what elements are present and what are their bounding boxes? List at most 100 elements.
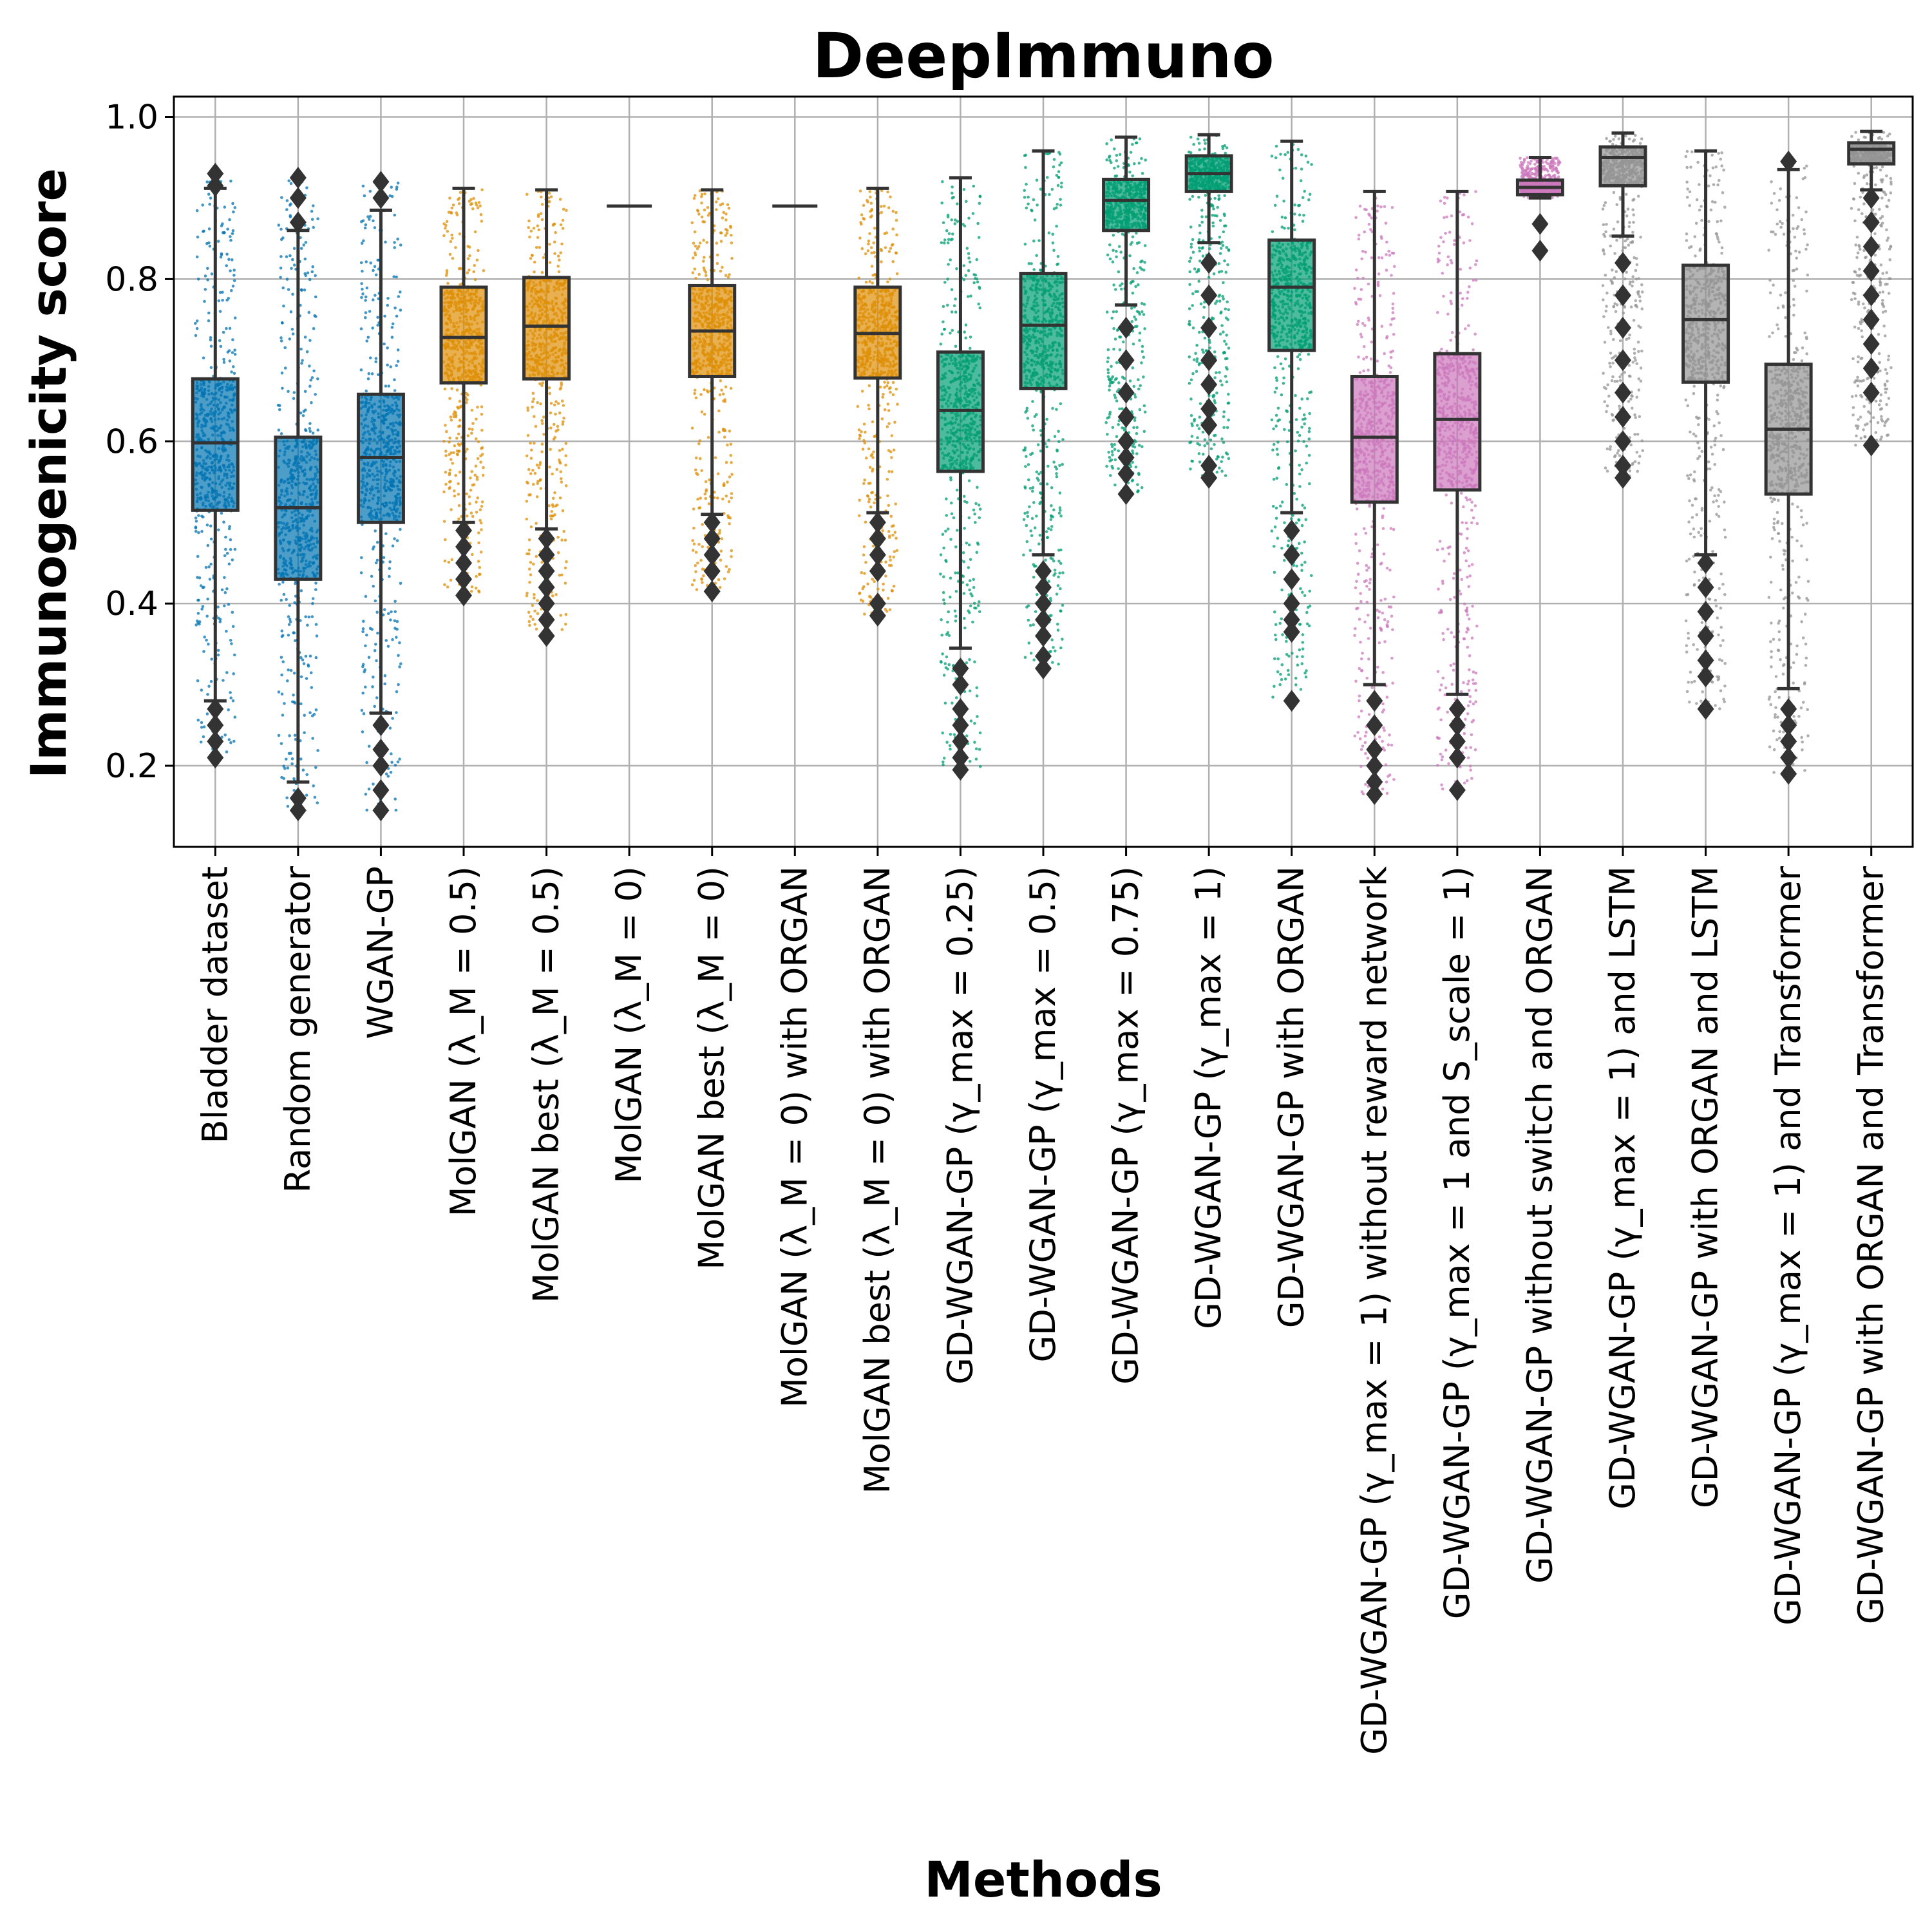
strip-point — [285, 208, 289, 211]
strip-point — [861, 448, 865, 451]
strip-point — [540, 270, 544, 274]
strip-point — [286, 766, 290, 770]
strip-point — [316, 217, 319, 221]
strip-point — [564, 463, 567, 467]
strip-point — [549, 411, 553, 415]
strip-point — [217, 299, 221, 303]
strip-point — [715, 242, 719, 245]
strip-point — [306, 271, 310, 275]
strip-point — [448, 397, 451, 401]
strip-point — [553, 222, 556, 226]
strip-point — [383, 608, 386, 611]
strip-point — [705, 241, 708, 244]
strip-point — [391, 717, 394, 720]
strip-point — [551, 472, 554, 476]
strip-point — [225, 750, 229, 753]
strip-point — [194, 334, 198, 337]
strip-point — [196, 612, 200, 615]
strip-point — [232, 672, 236, 676]
strip-point — [730, 492, 734, 495]
strip-point — [722, 211, 725, 214]
strip-point — [528, 235, 531, 239]
strip-point — [390, 610, 393, 614]
strip-point — [303, 289, 307, 292]
strip-point — [363, 668, 366, 672]
strip-point — [719, 203, 723, 207]
strip-point — [231, 232, 234, 236]
strip-point — [209, 366, 213, 369]
strip-point — [565, 560, 568, 564]
strip-point — [393, 389, 397, 392]
strip-point — [371, 327, 374, 330]
strip-point — [226, 227, 229, 231]
strip-point — [455, 449, 459, 453]
strip-point — [293, 734, 297, 737]
strip-point — [729, 454, 733, 457]
strip-point — [277, 223, 281, 227]
strip-point — [553, 435, 557, 439]
strip-point — [395, 711, 398, 714]
strip-point — [704, 480, 708, 484]
strip-point — [858, 514, 861, 518]
strip-point — [386, 775, 390, 778]
strip-point — [312, 204, 315, 207]
strip-point — [221, 298, 224, 302]
strip-point — [457, 482, 460, 486]
strip-point — [698, 439, 701, 442]
strip-point — [381, 613, 385, 617]
strip-point — [527, 611, 531, 614]
strip-point — [697, 245, 701, 249]
strip-point — [227, 708, 231, 712]
strip-point — [359, 368, 363, 372]
strip-point — [287, 179, 291, 183]
strip-point — [890, 434, 894, 437]
strip-point — [540, 384, 544, 387]
strip-point — [288, 734, 291, 737]
strip-point — [698, 457, 702, 460]
strip-point — [695, 588, 699, 591]
strip-point — [395, 627, 399, 631]
strip-point — [882, 589, 885, 592]
strip-point — [895, 211, 898, 214]
strip-point — [727, 207, 731, 210]
strip-point — [449, 578, 453, 582]
strip-point — [702, 260, 705, 263]
strip-point — [869, 596, 873, 599]
strip-point — [862, 482, 866, 485]
strip-point — [892, 448, 896, 452]
strip-point — [196, 554, 200, 558]
strip-point — [449, 415, 453, 419]
strip-point — [700, 193, 704, 196]
strip-point — [873, 580, 876, 583]
strip-point — [706, 545, 710, 549]
strip-point — [700, 410, 704, 413]
strip-point — [205, 242, 209, 245]
strip-point — [703, 208, 706, 212]
strip-point — [360, 556, 363, 560]
strip-point — [895, 536, 898, 540]
strip-point — [727, 500, 731, 504]
strip-point — [945, 655, 949, 659]
strip-point — [364, 792, 368, 796]
strip-point — [716, 472, 720, 475]
strip-point — [299, 412, 303, 415]
strip-point — [862, 216, 865, 220]
strip-point — [384, 240, 387, 244]
strip-point — [951, 328, 954, 332]
strip-point — [882, 204, 886, 208]
strip-point — [556, 265, 560, 268]
strip-point — [209, 345, 213, 348]
strip-point — [540, 450, 544, 453]
strip-point — [472, 483, 476, 486]
strip-point — [720, 537, 724, 540]
strip-point — [361, 730, 365, 734]
strip-point — [450, 558, 454, 562]
strip-point — [444, 227, 447, 230]
strip-point — [719, 240, 723, 243]
strip-point — [308, 430, 312, 433]
strip-point — [547, 386, 551, 390]
strip-point — [372, 298, 375, 301]
strip-point — [389, 618, 392, 621]
strip-point — [393, 610, 397, 614]
strip-point — [448, 453, 451, 456]
